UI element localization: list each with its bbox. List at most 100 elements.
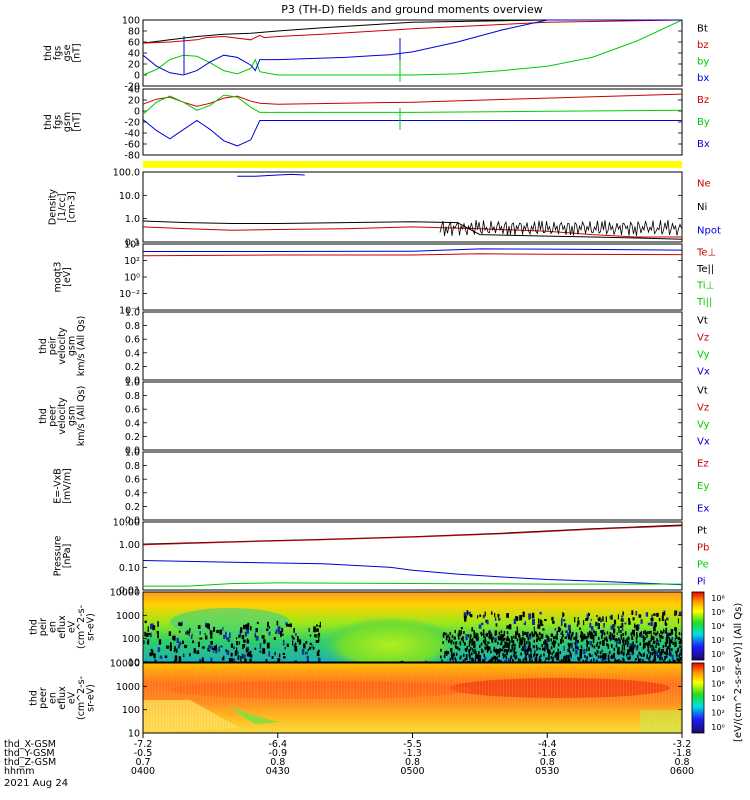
legend-entry: Vx — [697, 367, 710, 378]
panel-ylabel: en — [48, 621, 59, 633]
panel-ylabel: sr-eV) — [86, 613, 97, 641]
ytick-label: 10⁰ — [124, 273, 140, 284]
colorbar-tick: 10⁶ — [711, 608, 724, 617]
ytick-label: -60 — [124, 140, 140, 151]
xaxis-value: -1.6 — [538, 748, 557, 759]
xaxis-value: 0500 — [400, 766, 424, 777]
ytick-label: 0 — [134, 107, 140, 118]
panel-ylabel: velocity — [57, 397, 68, 435]
ytick-label: 0.0 — [125, 516, 140, 527]
ytick-label: 0.2 — [125, 362, 140, 373]
panel-ylabel: thd — [29, 619, 40, 635]
ytick-label: 0.10 — [119, 563, 140, 574]
xaxis-value: -5.5 — [403, 739, 422, 750]
ytick-label: 1.0 — [125, 214, 140, 225]
colorbar-tick: 10² — [711, 709, 724, 718]
ytick-label: 0.4 — [125, 418, 140, 429]
series-line-ne — [142, 226, 682, 238]
legend-entry: Ti|| — [696, 297, 712, 308]
legend-entry: by — [697, 56, 709, 67]
xaxis-value: -6.4 — [268, 739, 287, 750]
panel-ylabel: Density — [48, 189, 59, 225]
legend-entry: Bt — [697, 23, 708, 34]
legend-entry: Pt — [697, 526, 707, 537]
ytick-label: 0.6 — [125, 335, 140, 346]
legend-entry: Pe — [697, 560, 709, 571]
legend-entry: Vt — [697, 386, 708, 397]
xaxis-value: 0600 — [670, 766, 694, 777]
panel-fgs-gse — [142, 19, 683, 87]
panel-ylabel: thd — [43, 114, 54, 130]
ytick-label: 0.6 — [125, 475, 140, 486]
ytick-label: 0.4 — [125, 348, 140, 359]
ytick-label: 10.0 — [119, 191, 140, 202]
ytick-label: -20 — [124, 82, 140, 93]
colorbar-tick: 10⁰ — [711, 650, 724, 659]
colorbar-tick: 10⁸ — [711, 665, 724, 674]
colorbar-tick: 10⁰ — [711, 723, 724, 732]
panel-density — [142, 171, 683, 243]
panel-ylabel: peer — [48, 405, 59, 427]
ytick-label: 40 — [128, 49, 140, 60]
panel-ylabel: thd — [38, 408, 49, 424]
ytick-label: 100 — [122, 634, 140, 645]
ytick-label: 10⁻² — [119, 289, 140, 300]
ytick-label: 20 — [128, 60, 140, 71]
plot-title: P3 (TH-D) fields and ground moments over… — [281, 3, 543, 16]
panel-ylabel: km/s (All Qs) — [76, 316, 87, 377]
panel-ylabel: eV — [67, 620, 78, 633]
legend-entry: Ez — [697, 458, 709, 469]
legend-entry: Vy — [697, 420, 710, 431]
colorbar-label: [eV/(cm^2-s-sr-eV)] (All Qs) — [733, 603, 744, 742]
panel-ylabel: [mV/m] — [62, 468, 73, 504]
panel-ylabel: E=-VxB — [52, 468, 63, 503]
ytick-label: 1.00 — [119, 540, 140, 551]
panel-temperature — [142, 243, 683, 311]
xaxis-value: 0530 — [535, 766, 559, 777]
colorbar-electron — [691, 662, 705, 734]
legend-entry: Bz — [697, 95, 709, 106]
legend-entry: bz — [697, 40, 709, 51]
series-line-te — [142, 253, 683, 257]
panel-pressure — [142, 521, 683, 591]
xaxis-row-label: thd_Y-GSM — [4, 748, 55, 759]
panel-ylabel: [nT] — [71, 43, 82, 62]
xaxis-value: -0.9 — [268, 748, 287, 759]
series-line-bx — [142, 119, 682, 147]
series-line-pe — [143, 582, 682, 587]
panel-ylabel: Pressure — [52, 536, 63, 577]
panel-ylabel: en — [48, 692, 59, 704]
xaxis-value: -4.4 — [538, 739, 557, 750]
legend-entry: Ni — [697, 202, 707, 213]
ytick-label: 0.2 — [125, 432, 140, 443]
ytick-label: 20 — [128, 96, 140, 107]
panel-ylabel: [nT] — [71, 112, 82, 131]
panel-fgs-gsm — [142, 88, 683, 156]
panel-efield — [142, 451, 683, 521]
ytick-label: -80 — [124, 151, 140, 162]
panel-ylabel: [1/cc] — [57, 193, 68, 220]
colorbar-ion — [691, 591, 705, 661]
dynamic-layer: 100806040200-20thdfgsgse[nT]Btbzbybx4020… — [4, 16, 725, 778]
quality-flag-bar — [143, 161, 682, 168]
panel-ylabel: peer — [38, 687, 49, 709]
legend-entry: bx — [697, 73, 709, 84]
panel-ylabel: (cm^2-s- — [76, 676, 87, 720]
legend-entry: Ey — [697, 481, 709, 492]
panel-ylabel: (cm^2-s- — [76, 605, 87, 649]
colorbar-tick: 10² — [711, 636, 724, 645]
series-line-bx — [142, 19, 682, 76]
ytick-label: 0 — [134, 71, 140, 82]
ytick-label: 10000 — [110, 659, 140, 670]
legend-entry: Pb — [697, 543, 709, 554]
legend-entry: Ti⊥ — [696, 280, 714, 291]
ytick-label: 100 — [122, 16, 140, 27]
series-line-pi — [142, 560, 683, 586]
legend-entry: Ne — [697, 179, 711, 190]
xaxis-row-label: thd_Z-GSM — [4, 757, 56, 768]
panel-ylabel: peir — [48, 337, 59, 356]
panel-ylabel: [eV] — [62, 267, 73, 287]
panel-ylabel: eV — [67, 691, 78, 704]
series-line-ti — [143, 248, 683, 252]
panel-peer-velocity — [142, 381, 683, 451]
